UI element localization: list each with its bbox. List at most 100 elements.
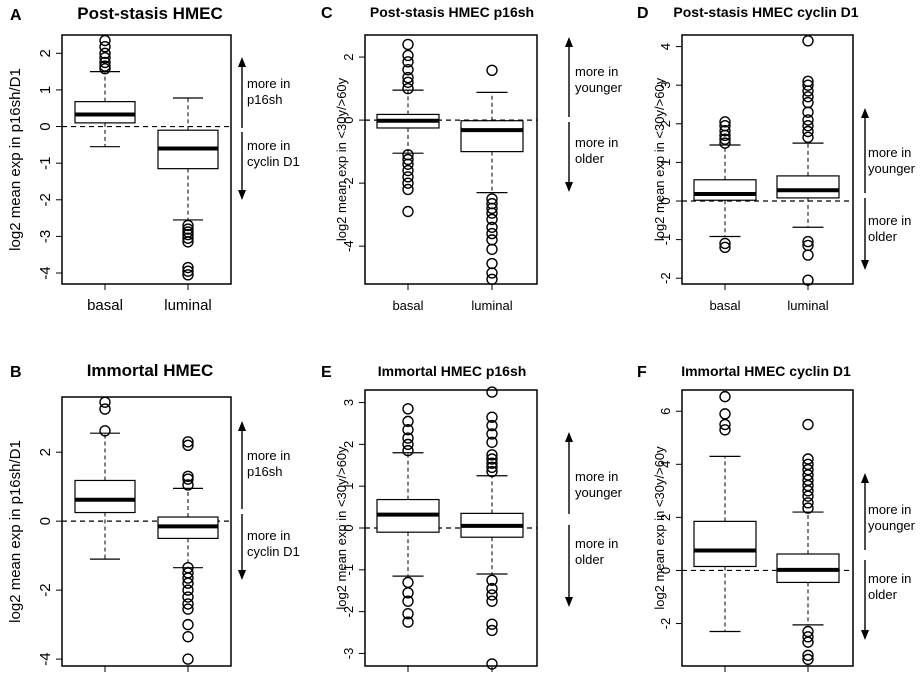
y-tick-label: -1 <box>341 564 356 576</box>
down-arrow-head <box>238 190 246 200</box>
plot-frame <box>364 34 538 285</box>
outlier-point <box>182 618 194 631</box>
y-tick-label: 1 <box>341 483 356 490</box>
y-axis-label: log2 mean exp in <30y/>60y <box>334 446 349 610</box>
y-tick-label: 1 <box>658 159 673 166</box>
outlier-point <box>486 221 498 233</box>
annotation-up-text: more in <box>247 448 290 463</box>
outlier-point <box>719 237 731 250</box>
iqr-box <box>693 520 757 568</box>
outlier-point <box>486 465 498 478</box>
outlier-point <box>402 171 414 183</box>
chart-title: Immortal HMEC <box>87 361 214 380</box>
outlier-point <box>402 616 414 628</box>
outlier-point <box>802 96 814 109</box>
iqr-box <box>74 479 136 514</box>
y-axis-label: log2 mean exp in p16sh/D1 <box>7 68 24 251</box>
annotation-up-text: more in <box>247 76 290 91</box>
outlier-point <box>719 241 731 254</box>
outlier-point <box>486 267 498 279</box>
y-axis-label: log2 mean exp in p16sh/D1 <box>7 440 24 623</box>
outlier-point <box>719 133 731 145</box>
outlier-point <box>182 598 194 610</box>
y-tick-label: -2 <box>341 606 356 618</box>
outlier-point <box>802 120 814 132</box>
box-luminal <box>157 436 219 665</box>
plot-frame <box>681 34 854 285</box>
outlier-point <box>719 137 731 149</box>
plot-frame <box>61 34 232 285</box>
outlier-point <box>402 595 414 607</box>
x-category-label: luminal <box>164 297 212 314</box>
y-tick-label: -4 <box>341 240 356 252</box>
y-tick-label: 2 <box>341 53 356 60</box>
annotation-up-text: more in <box>868 145 911 160</box>
outlier-point <box>486 428 498 440</box>
outlier-point <box>182 584 194 596</box>
outlier-point <box>182 653 194 665</box>
outlier-point <box>486 457 498 469</box>
outlier-point <box>182 223 194 235</box>
outlier-point <box>486 227 498 240</box>
y-tick-label: 0 <box>37 517 54 525</box>
outlier-point <box>182 470 194 483</box>
annotation-up-text: more in <box>575 64 618 79</box>
down-arrow-head <box>861 260 869 270</box>
panel-b: B Immortal HMEC -4 -2 0 2 log2 mean exp in p16… <box>7 361 300 672</box>
y-axis-label: log2 mean exp in <30y/>60y <box>652 446 667 610</box>
outlier-point <box>486 207 498 219</box>
outlier-point <box>486 64 498 77</box>
outlier-point <box>802 114 814 126</box>
annotation-up-text: younger <box>868 161 916 176</box>
annotation-down-text: cyclin D1 <box>247 544 300 559</box>
outlier-point <box>402 438 414 451</box>
y-tick-label: -2 <box>37 193 54 206</box>
outlier-point <box>486 449 498 461</box>
panel-letter: A <box>10 7 22 24</box>
y-tick-label: -2 <box>658 272 673 284</box>
annotation-down-text: older <box>868 587 898 602</box>
y-tick-label: 0 <box>658 567 673 574</box>
outlier-point <box>802 636 814 648</box>
outlier-point <box>182 630 194 643</box>
outlier-point <box>486 574 498 586</box>
up-arrow-head <box>238 421 246 431</box>
outlier-point <box>402 183 414 196</box>
outlier-point <box>486 213 498 226</box>
outlier-point <box>486 234 498 246</box>
outlier-point <box>802 653 814 666</box>
up-arrow-head <box>861 473 869 483</box>
outlier-point <box>99 56 111 69</box>
plot-frame <box>61 396 232 667</box>
annotation-down-text: older <box>575 151 605 166</box>
outlier-point <box>99 403 111 415</box>
annotation-down-text: cyclin D1 <box>247 154 300 169</box>
y-tick-label: 1 <box>37 86 54 94</box>
outlier-point <box>182 232 194 244</box>
y-tick-label: 0 <box>37 122 54 130</box>
outlier-point <box>802 453 814 465</box>
outlier-point <box>802 106 814 118</box>
outlier-point <box>802 458 814 471</box>
outlier-point <box>402 49 414 62</box>
outlier-point <box>719 424 731 436</box>
y-axis-label: log2 mean exp in <30y/>60y <box>652 77 667 241</box>
outlier-point <box>802 125 814 138</box>
outlier-point <box>719 120 731 132</box>
outlier-point <box>402 71 414 84</box>
y-tick-label: 2 <box>341 441 356 448</box>
y-tick-label: 3 <box>658 82 673 89</box>
panel-f: F Immortal HMEC cyclin D1 -2 0 2 4 6 log2 mean … <box>637 363 916 672</box>
outlier-point <box>486 436 498 448</box>
outlier-point <box>802 85 814 97</box>
outlier-point <box>99 34 111 47</box>
up-arrow-head <box>238 57 246 67</box>
chart-title: Post-stasis HMEC cyclin D1 <box>673 4 858 20</box>
chart-title: Post-stasis HMEC <box>77 4 222 23</box>
panel-letter: D <box>637 5 649 22</box>
box-luminal <box>157 97 219 281</box>
annotation-up-text: p16sh <box>247 92 282 107</box>
box-luminal <box>776 35 840 286</box>
up-arrow-head <box>565 37 573 47</box>
